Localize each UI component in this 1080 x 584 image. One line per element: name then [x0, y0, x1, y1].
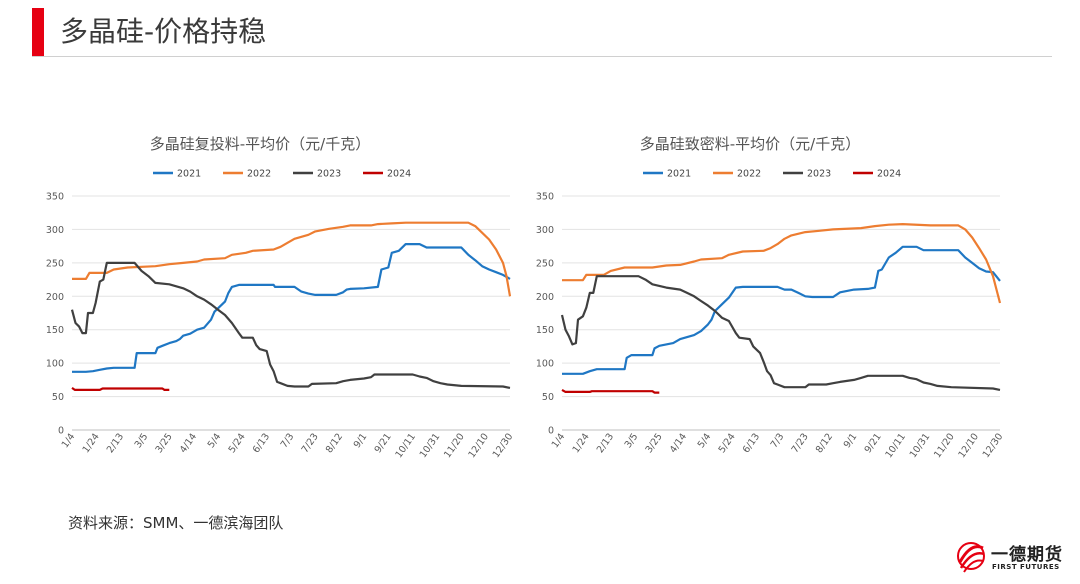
x-tick-label: 7/23 — [790, 431, 811, 455]
x-tick-label: 10/11 — [883, 431, 908, 460]
series-line-2021 — [562, 245, 1001, 375]
x-tick-label: 10/11 — [393, 431, 418, 460]
y-tick-label: 50 — [52, 392, 64, 403]
company-logo: 一德期货 FIRST FUTURES — [955, 538, 1065, 578]
x-tick-label: 4/14 — [178, 431, 199, 455]
logo-mark-icon — [957, 542, 985, 573]
series-line-2021 — [72, 243, 511, 373]
x-tick-label: 12/30 — [491, 431, 516, 460]
series-line-2024 — [561, 388, 660, 394]
y-tick-label: 350 — [46, 192, 64, 203]
x-tick-label: 12/10 — [466, 431, 491, 460]
chart-title: 多晶硅致密料-平均价（元/千克） — [640, 135, 860, 153]
x-tick-label: 3/5 — [623, 431, 641, 450]
x-tick-label: 2/13 — [595, 431, 616, 455]
x-tick-label: 6/13 — [741, 431, 762, 455]
y-tick-label: 150 — [46, 325, 64, 336]
y-tick-label: 350 — [536, 192, 554, 203]
x-tick-label: 3/25 — [154, 431, 175, 455]
legend-label-2021: 2021 — [667, 169, 691, 180]
series-line-2022 — [72, 221, 512, 297]
legend-label-2022: 2022 — [737, 169, 761, 180]
source-note: 资料来源：SMM、一德滨海团队 — [68, 514, 284, 532]
x-tick-label: 4/14 — [668, 431, 689, 455]
legend-label-2024: 2024 — [877, 169, 901, 180]
x-tick-label: 5/24 — [227, 431, 248, 455]
y-tick-label: 300 — [536, 225, 554, 236]
legend-label-2024: 2024 — [387, 169, 411, 180]
chart-svg: 多晶硅复投料-平均价（元/千克） 2021 2022 2023 2024 0 50 100 15… — [46, 135, 516, 460]
title-divider — [32, 56, 1052, 57]
logo-name-en: FIRST FUTURES — [992, 563, 1060, 571]
y-tick-label: 300 — [46, 225, 64, 236]
chart-title: 多晶硅复投料-平均价（元/千克） — [150, 135, 370, 153]
x-tick-label: 10/31 — [908, 431, 933, 460]
x-tick-label: 9/1 — [842, 431, 860, 450]
y-tick-label: 50 — [542, 392, 554, 403]
x-tick-label: 3/5 — [133, 431, 151, 450]
y-tick-label: 100 — [46, 359, 64, 370]
y-tick-label: 200 — [536, 292, 554, 303]
x-tick-label: 1/24 — [81, 431, 102, 455]
dense-material-price-chart: 多晶硅致密料-平均价（元/千克） 2021 2022 2023 2024 0 50 100 15… — [530, 120, 1010, 480]
x-tick-label: 7/3 — [279, 431, 297, 450]
x-tick-label: 11/20 — [442, 431, 467, 460]
series-line-2023 — [560, 275, 1001, 391]
y-tick-label: 250 — [536, 258, 554, 269]
x-tick-label: 5/4 — [206, 431, 224, 450]
legend-label-2022: 2022 — [247, 169, 271, 180]
x-tick-label: 9/21 — [863, 431, 884, 455]
x-tick-label: 11/20 — [932, 431, 957, 460]
y-tick-label: 0 — [548, 426, 554, 437]
x-tick-label: 12/30 — [981, 431, 1006, 460]
x-tick-label: 8/12 — [814, 431, 835, 455]
legend-label-2021: 2021 — [177, 169, 201, 180]
series-line-2023 — [70, 261, 511, 389]
y-tick-label: 250 — [46, 258, 64, 269]
x-tick-label: 2/13 — [105, 431, 126, 455]
legend-label-2023: 2023 — [317, 169, 341, 180]
series-line-2024 — [71, 387, 170, 391]
legend-label-2023: 2023 — [807, 169, 831, 180]
y-tick-label: 100 — [536, 359, 554, 370]
x-tick-label: 9/21 — [373, 431, 394, 455]
x-tick-label: 9/1 — [352, 431, 370, 450]
y-tick-label: 150 — [536, 325, 554, 336]
x-tick-label: 12/10 — [956, 431, 981, 460]
x-tick-label: 5/24 — [717, 431, 738, 455]
x-tick-label: 7/23 — [300, 431, 321, 455]
y-tick-label: 0 — [58, 426, 64, 437]
y-tick-label: 200 — [46, 292, 64, 303]
x-tick-label: 1/24 — [571, 431, 592, 455]
x-tick-label: 7/3 — [769, 431, 787, 450]
recycled-material-price-chart: 多晶硅复投料-平均价（元/千克） 2021 2022 2023 2024 0 50 100 15… — [40, 120, 520, 480]
title-accent-bar — [32, 8, 44, 56]
x-tick-label: 10/31 — [418, 431, 443, 460]
page-title: 多晶硅-价格持稳 — [60, 15, 267, 48]
logo-name-cn: 一德期货 — [991, 545, 1063, 565]
x-tick-label: 5/4 — [696, 431, 714, 450]
x-tick-label: 6/13 — [251, 431, 272, 455]
x-tick-label: 3/25 — [644, 431, 665, 455]
chart-svg: 多晶硅致密料-平均价（元/千克） 2021 2022 2023 2024 0 50 100 15… — [536, 135, 1006, 460]
series-line-2022 — [562, 223, 1002, 304]
x-tick-label: 8/12 — [324, 431, 345, 455]
